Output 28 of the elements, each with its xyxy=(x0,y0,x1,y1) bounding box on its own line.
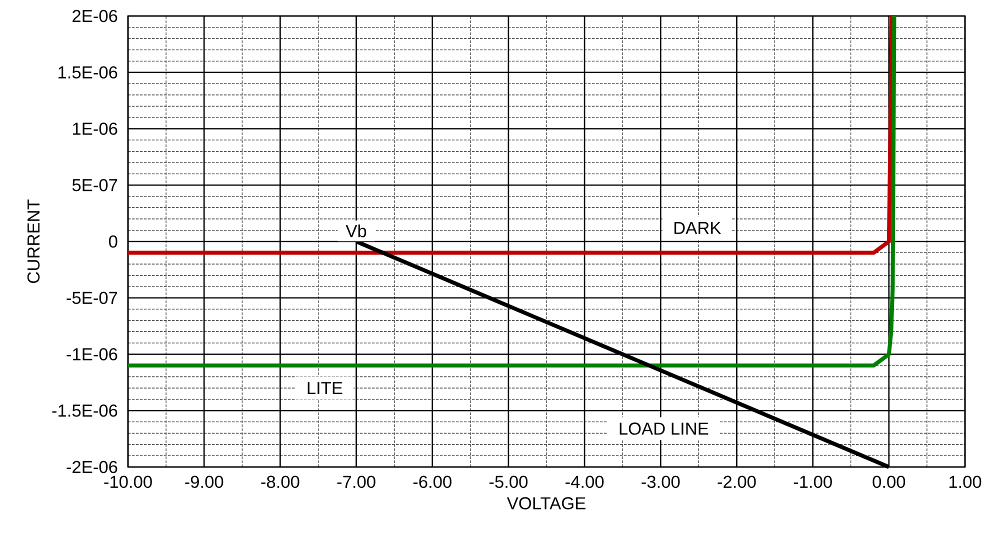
y-tick-label: 0 xyxy=(108,235,118,248)
y-tick-label: -1E-06 xyxy=(66,348,118,360)
x-tick-label: -8.00 xyxy=(261,476,300,488)
y-tick-label: -5E-07 xyxy=(66,292,118,304)
x-tick-label: -2.00 xyxy=(718,476,756,488)
x-tick-label: -7.00 xyxy=(337,476,376,488)
y-tick-label: -1.5E-06 xyxy=(52,404,118,417)
annotation: Vb xyxy=(346,224,366,238)
x-tick-label: -1.00 xyxy=(794,476,832,488)
y-tick-label: -2E-06 xyxy=(66,460,118,474)
series-label: LITE xyxy=(308,382,342,394)
x-tick-label: -3.00 xyxy=(642,476,680,488)
y-tick-label: 5E-07 xyxy=(72,178,118,192)
y-tick-label: 2E-06 xyxy=(72,10,118,22)
series-label: DARK xyxy=(674,222,722,234)
y-tick-label: 1.5E-06 xyxy=(58,66,118,79)
x-tick-label: -4.00 xyxy=(566,476,604,488)
y-tick-label: 1E-06 xyxy=(73,122,118,135)
x-tick-label: -10.00 xyxy=(104,476,152,488)
x-axis-title: VOLTAGE xyxy=(506,497,586,510)
y-axis-title: CURRENT xyxy=(27,200,40,283)
x-tick-label: 0.00 xyxy=(872,476,906,488)
x-tick-label: 1.00 xyxy=(949,476,982,488)
x-tick-label: -5.00 xyxy=(489,476,528,488)
series-label: LOAD LINE xyxy=(620,422,708,435)
x-tick-label: -9.00 xyxy=(185,476,224,488)
line-series xyxy=(126,14,896,368)
x-tick-label: -6.00 xyxy=(413,476,452,488)
